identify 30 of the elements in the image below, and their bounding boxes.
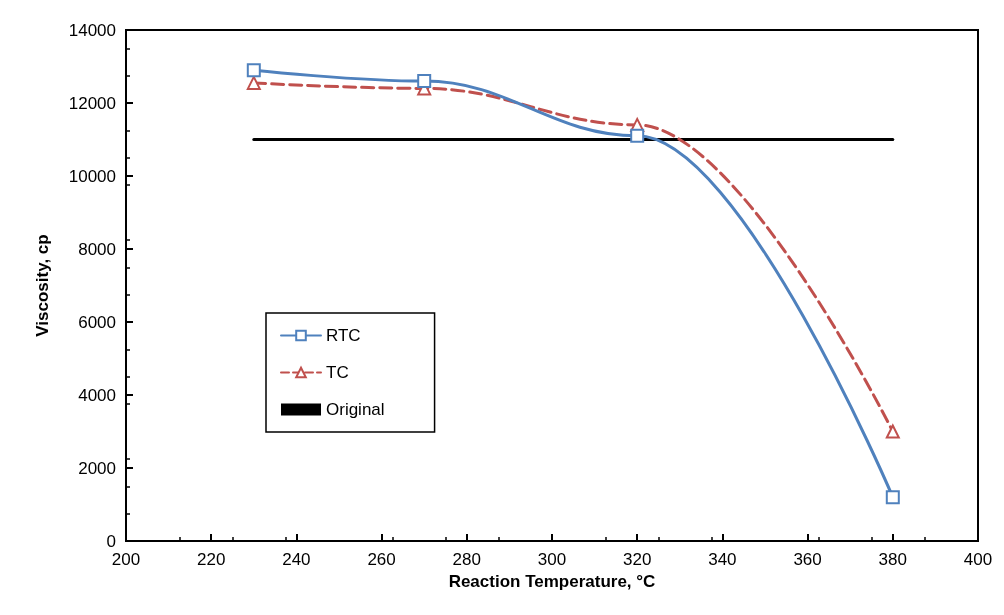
point — [417, 74, 432, 89]
y-tick-label: 14000 — [68, 20, 116, 40]
y-tick-label: 4000 — [78, 385, 116, 405]
y-tick-label: 6000 — [78, 312, 116, 332]
y-tick-label: 12000 — [68, 93, 116, 113]
x-tick-label: 320 — [623, 550, 652, 569]
x-tick-label: 260 — [367, 550, 396, 569]
x-tick-label: 200 — [111, 550, 141, 569]
x-tick-label: 340 — [708, 550, 737, 569]
y-tick-label: 8000 — [78, 239, 116, 259]
point — [885, 490, 900, 505]
x-tick-label: 380 — [878, 550, 907, 569]
x-tick-label: 300 — [537, 550, 567, 569]
y-tick-label: 10000 — [68, 166, 116, 186]
point — [246, 63, 261, 78]
y-tick-label: 2000 — [78, 458, 116, 478]
y-axis-title: Viscosity, cp — [33, 234, 52, 337]
legend-label: Original — [326, 400, 385, 419]
point — [885, 424, 900, 439]
x-tick-label: 400 — [963, 550, 993, 569]
x-tick-label: 360 — [793, 550, 822, 569]
legend-label: RTC — [326, 326, 361, 345]
legend-label: TC — [326, 363, 349, 382]
y-tick-label: 0 — [106, 531, 116, 551]
point — [630, 128, 645, 143]
x-tick-label: 220 — [197, 550, 226, 569]
point — [246, 75, 261, 90]
x-axis-title: Reaction Temperature, °C — [448, 571, 656, 591]
x-tick-label: 240 — [282, 550, 311, 569]
x-tick-label: 280 — [452, 550, 481, 569]
